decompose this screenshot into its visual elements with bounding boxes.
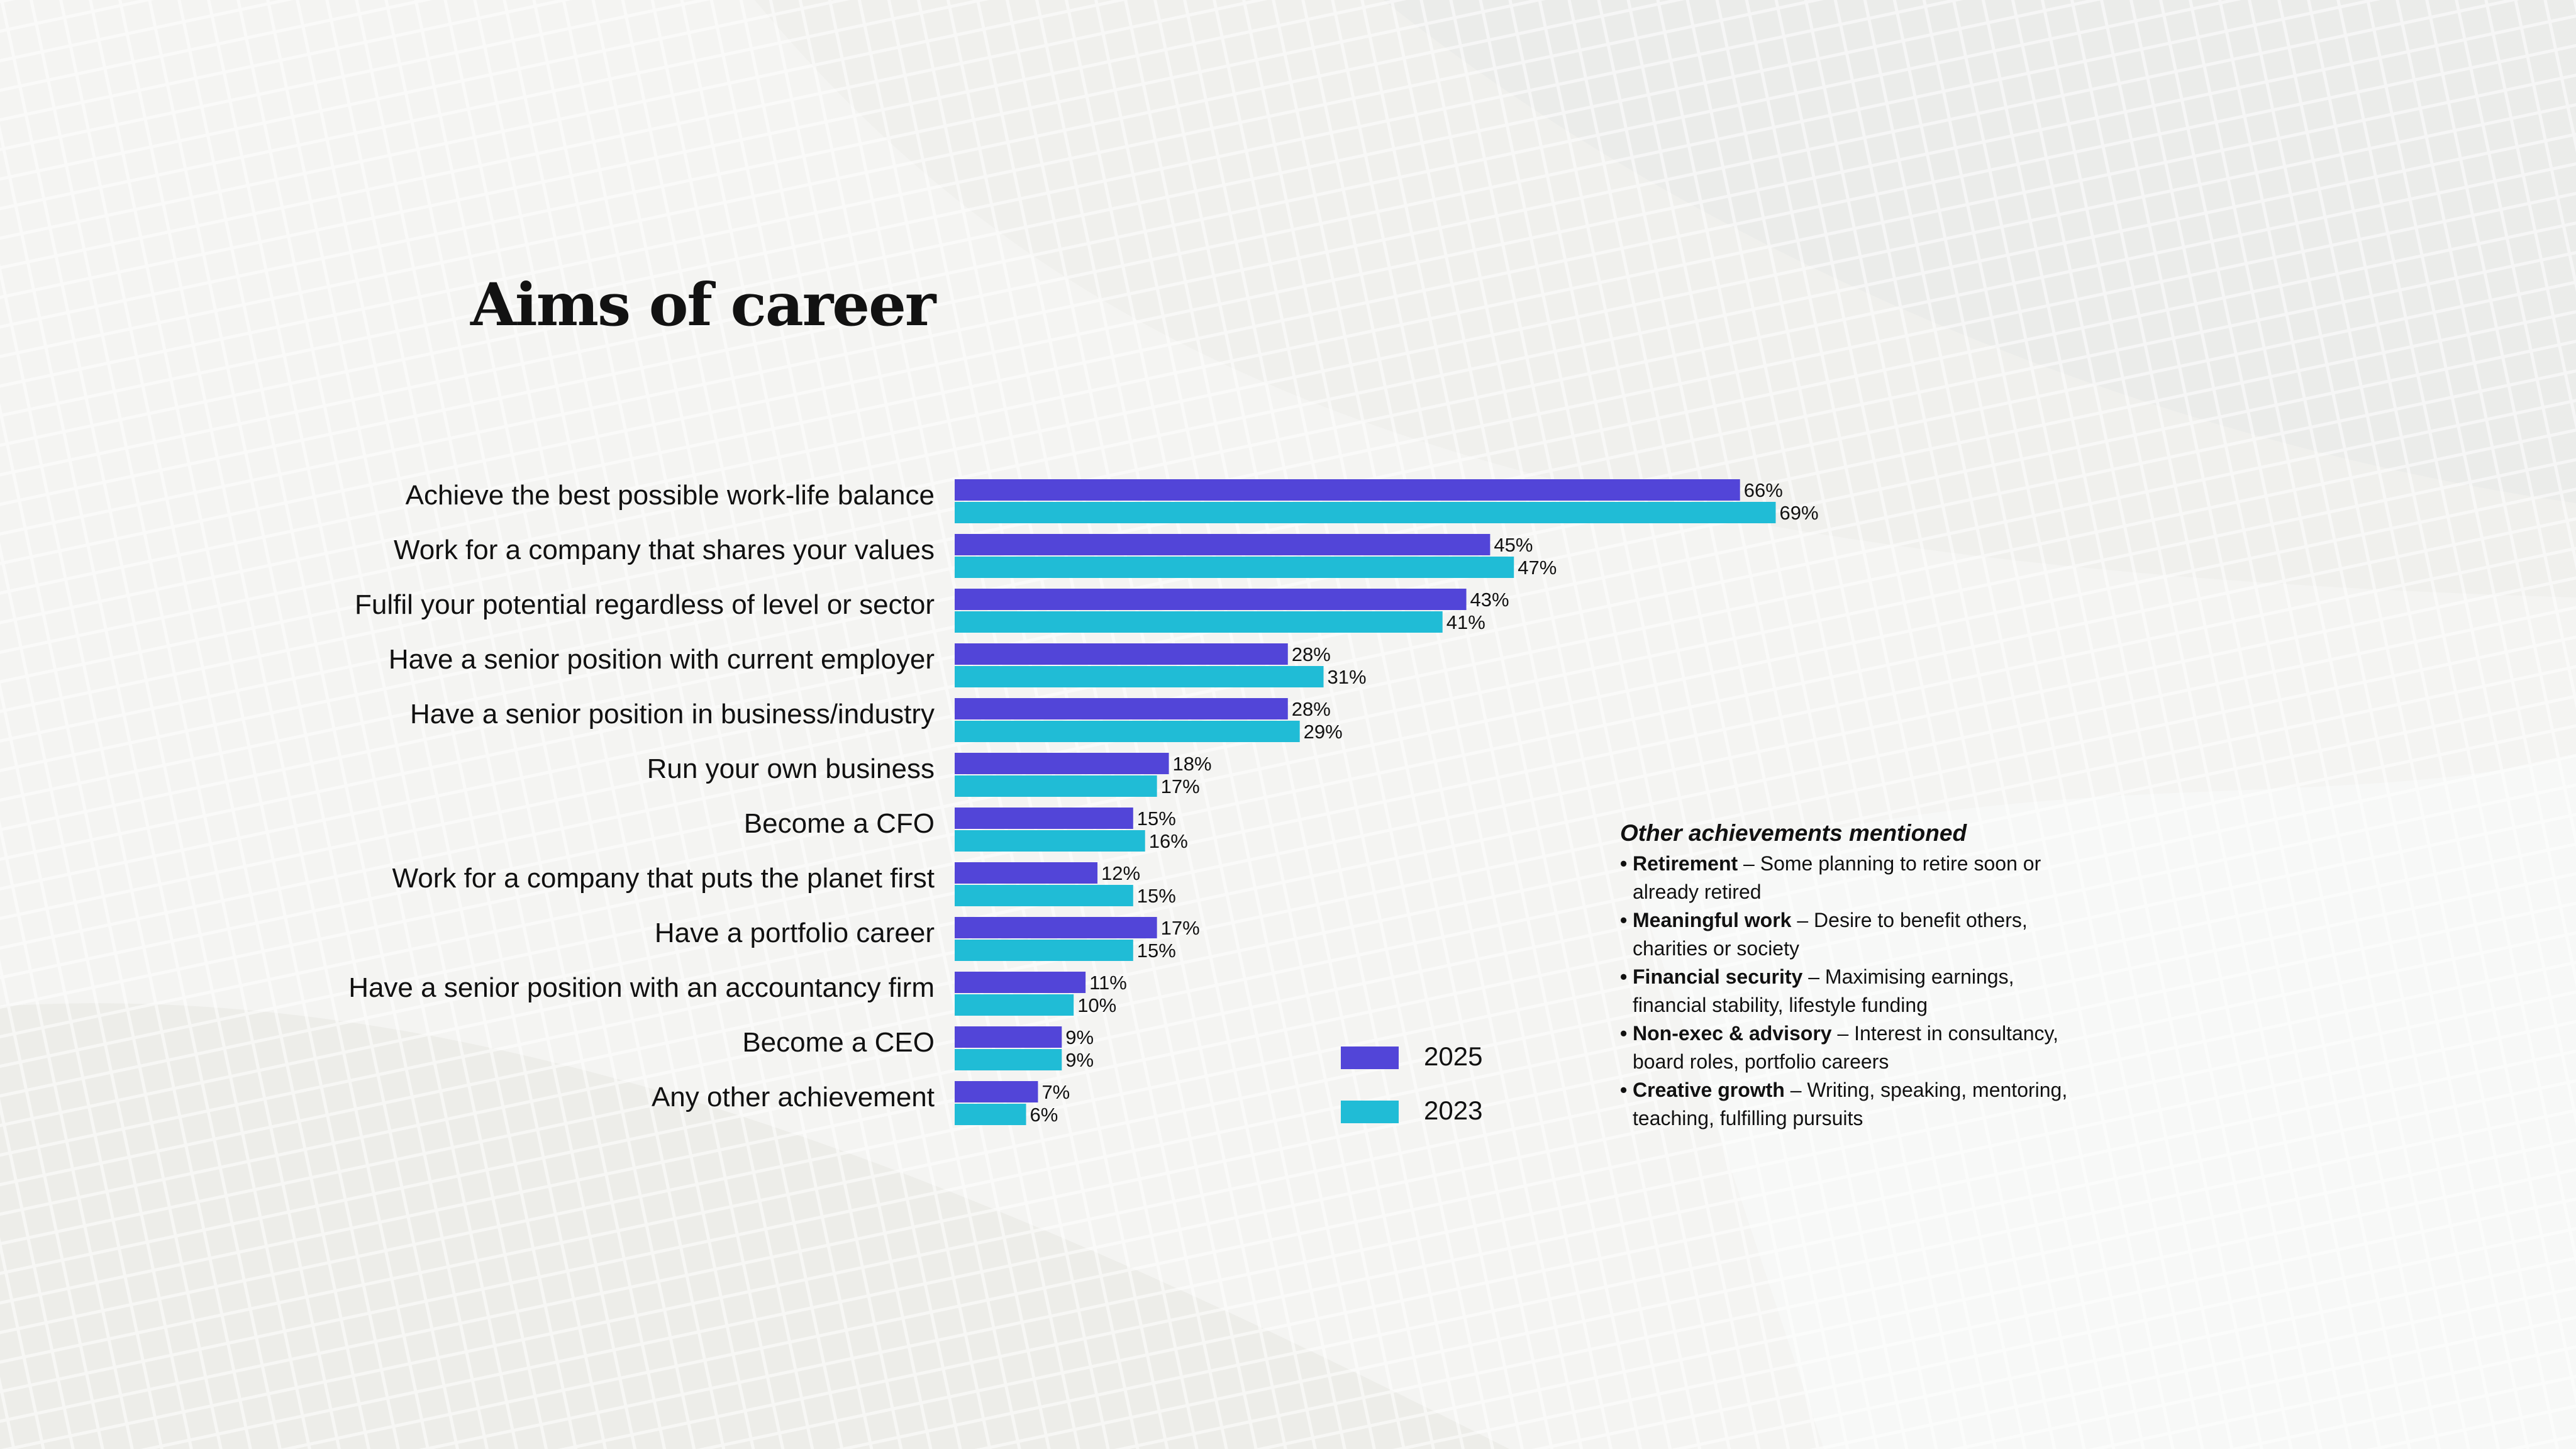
note-text: – Some planning to retire soon or alread… xyxy=(1633,852,2041,903)
data-label-2023: 17% xyxy=(1161,775,1200,797)
data-label-2025: 28% xyxy=(1292,643,1331,665)
bar-2023 xyxy=(955,502,1776,523)
bar-2025 xyxy=(955,589,1467,610)
bar-2023 xyxy=(955,611,1443,633)
bar-2023 xyxy=(955,666,1324,687)
data-label-2023: 15% xyxy=(1137,885,1176,907)
bar-2023 xyxy=(955,1049,1062,1070)
data-label-2025: 9% xyxy=(1065,1026,1094,1048)
category-label: Any other achievement xyxy=(652,1082,935,1113)
bar-2023 xyxy=(955,1104,1026,1125)
category-label: Work for a company that shares your valu… xyxy=(394,535,935,565)
category-label: Have a senior position with an accountan… xyxy=(348,972,935,1003)
notes-title: Other achievements mentioned xyxy=(1620,820,1967,846)
note-item: • Non-exec & advisory – Interest in cons… xyxy=(1620,1019,2073,1076)
data-label-2025: 17% xyxy=(1161,917,1200,939)
data-label-2025: 45% xyxy=(1494,534,1533,556)
note-item: • Financial security – Maximising earnin… xyxy=(1620,963,2073,1019)
bar-2025 xyxy=(955,479,1740,501)
note-head: Retirement xyxy=(1633,852,1738,875)
bar-2023 xyxy=(955,775,1157,797)
bar-2025 xyxy=(955,862,1098,884)
legend-swatch-2025 xyxy=(1341,1046,1399,1069)
legend-item-2025: 2025 xyxy=(1341,1039,1530,1077)
note-head: Non-exec & advisory xyxy=(1633,1022,1832,1045)
bar-2025 xyxy=(955,972,1086,993)
bar-2023 xyxy=(955,940,1133,961)
page-title: Aims of career xyxy=(470,270,936,340)
data-label-2025: 28% xyxy=(1292,698,1331,720)
bar-2023 xyxy=(955,830,1145,852)
category-label: Have a senior position in business/indus… xyxy=(410,699,935,730)
legend-item-2023: 2023 xyxy=(1341,1093,1530,1131)
data-label-2025: 43% xyxy=(1470,589,1509,611)
legend-label-2025: 2025 xyxy=(1424,1041,1483,1071)
note-text: – Maximising earnings, financial stabili… xyxy=(1633,965,2014,1016)
bar-2025 xyxy=(955,917,1157,938)
bar-2023 xyxy=(955,885,1133,906)
bar-2023 xyxy=(955,994,1074,1016)
category-label: Run your own business xyxy=(647,753,935,784)
note-item: • Meaningful work – Desire to benefit ot… xyxy=(1620,906,2073,963)
note-head: Creative growth xyxy=(1633,1079,1785,1101)
data-label-2025: 15% xyxy=(1137,808,1176,830)
bar-2023 xyxy=(955,557,1514,578)
bullet-icon: • xyxy=(1620,965,1628,988)
bar-2025 xyxy=(955,753,1169,774)
bar-2025 xyxy=(955,698,1288,719)
bar-2023 xyxy=(955,721,1300,742)
bar-2025 xyxy=(955,808,1133,829)
bullet-icon: • xyxy=(1620,1079,1628,1101)
data-label-2025: 12% xyxy=(1101,862,1140,884)
bullet-icon: • xyxy=(1620,852,1628,875)
bar-2025 xyxy=(955,643,1288,665)
data-label-2023: 9% xyxy=(1065,1049,1094,1071)
category-label: Become a CEO xyxy=(742,1027,935,1058)
category-label: Work for a company that puts the planet … xyxy=(392,863,935,894)
bar-2025 xyxy=(955,1026,1062,1048)
note-item: • Creative growth – Writing, speaking, m… xyxy=(1620,1076,2073,1133)
note-text: – Writing, speaking, mentoring, teaching… xyxy=(1633,1079,2068,1130)
legend-swatch-2023 xyxy=(1341,1101,1399,1123)
data-label-2023: 6% xyxy=(1030,1104,1058,1126)
note-head: Meaningful work xyxy=(1633,909,1792,931)
category-label: Become a CFO xyxy=(744,808,935,839)
category-label: Have a portfolio career xyxy=(655,918,935,948)
data-label-2025: 66% xyxy=(1744,479,1783,501)
bullet-icon: • xyxy=(1620,909,1628,931)
data-label-2023: 10% xyxy=(1077,994,1116,1016)
legend-label-2023: 2023 xyxy=(1424,1096,1483,1125)
data-label-2023: 47% xyxy=(1518,557,1557,579)
data-label-2023: 41% xyxy=(1446,611,1485,633)
data-label-2025: 11% xyxy=(1089,972,1127,994)
note-text: – Desire to benefit others, charities or… xyxy=(1633,909,2028,960)
category-label: Achieve the best possible work-life bala… xyxy=(406,480,935,511)
bar-2025 xyxy=(955,534,1491,555)
data-label-2023: 31% xyxy=(1328,666,1367,688)
data-label-2023: 16% xyxy=(1149,830,1188,852)
bullet-icon: • xyxy=(1620,1022,1628,1045)
category-label: Have a senior position with current empl… xyxy=(389,644,935,675)
other-achievements-notes: Other achievements mentioned • Retiremen… xyxy=(1620,819,2073,1133)
category-label: Fulfil your potential regardless of leve… xyxy=(355,589,935,620)
data-label-2023: 69% xyxy=(1779,502,1818,524)
note-item: • Retirement – Some planning to retire s… xyxy=(1620,850,2073,906)
note-head: Financial security xyxy=(1633,965,1803,988)
bar-2025 xyxy=(955,1081,1038,1102)
data-label-2023: 29% xyxy=(1304,721,1343,743)
data-label-2025: 18% xyxy=(1173,753,1212,775)
data-label-2025: 7% xyxy=(1041,1081,1070,1103)
data-label-2023: 15% xyxy=(1137,940,1176,962)
note-text: – Interest in consultancy, board roles, … xyxy=(1633,1022,2059,1073)
